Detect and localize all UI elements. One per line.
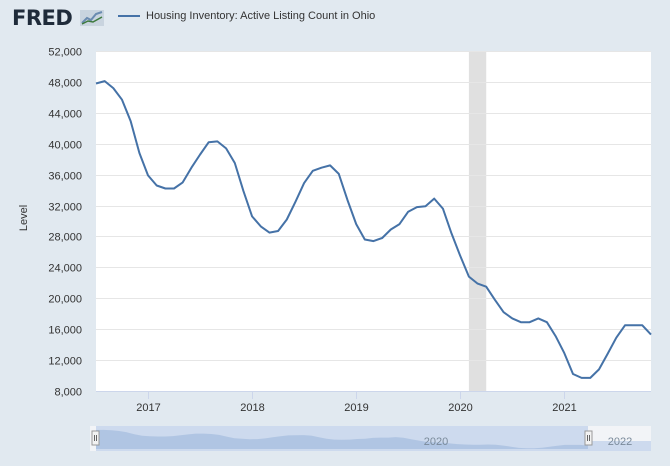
series-line[interactable] [95,80,652,379]
x-tick-label: 2017 [136,402,160,414]
y-tick-label: 20,000 [48,294,82,306]
y-tick-label: 8,000 [54,387,82,399]
x-tick-label: 2020 [448,402,472,414]
y-tick-label: 48,000 [48,78,82,90]
y-tick-label: 44,000 [48,109,82,121]
y-tick-label: 36,000 [48,171,82,183]
recession-shading-layer [468,51,487,391]
navigator-year-label: 2020 [424,436,448,448]
x-tick-label: 2021 [552,402,576,414]
navigator-area [96,429,588,449]
navigator-right-handle[interactable] [584,430,593,446]
navigator-left-handle[interactable] [91,430,100,446]
navigator-tail-area [588,441,651,451]
y-tick-label: 40,000 [48,140,82,152]
y-tick-label: 12,000 [48,356,82,368]
fred-logo[interactable]: FRED [12,6,105,30]
chart-legend[interactable]: Housing Inventory: Active Listing Count … [118,10,375,22]
y-tick-label: 28,000 [48,232,82,244]
x-tick-label: 2019 [344,402,368,414]
legend-line-swatch [118,15,140,17]
y-tick-label: 52,000 [48,47,82,59]
x-axis-ticks: 2017 2018 2019 2020 2021 [96,391,651,414]
series-layer [95,80,652,379]
y-tick-label: 32,000 [48,202,82,214]
y-tick-label: 24,000 [48,263,82,275]
navigator-series [96,429,651,451]
logo-text: FRED [12,6,73,30]
gridlines [96,51,651,392]
x-tick-label: 2018 [240,402,264,414]
plot-background [96,51,651,391]
navigator-labels: 2020 2022 [424,436,632,448]
time-navigator: 2020 2022 [90,426,651,451]
navigator-year-label: 2022 [608,436,632,448]
recession-shading [468,51,487,391]
y-tick-label: 16,000 [48,325,82,337]
legend-label: Housing Inventory: Active Listing Count … [146,10,376,22]
logo-chart-icon [80,10,105,26]
y-axis-ticks: 8,000 12,000 16,000 20,000 24,000 28,000 32,00… [48,47,82,399]
